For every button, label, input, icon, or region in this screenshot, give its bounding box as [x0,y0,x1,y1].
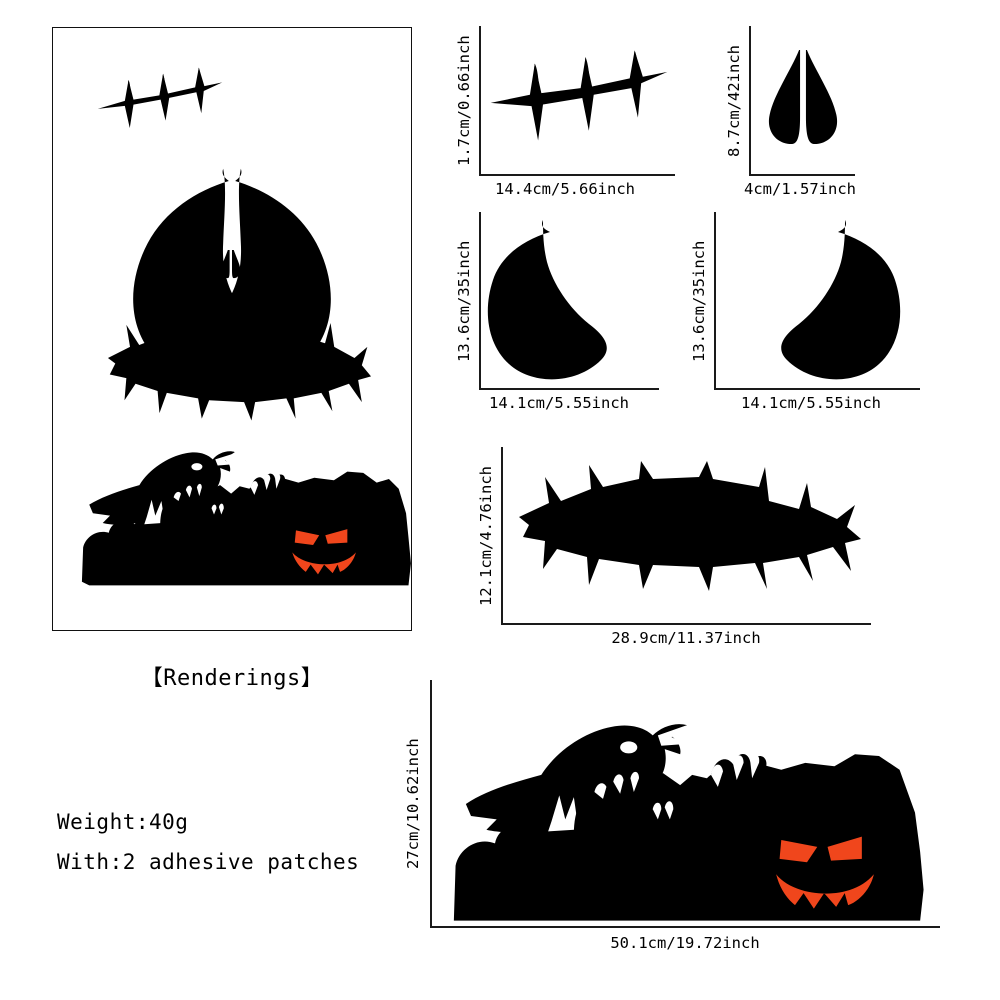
scar-icon [490,50,668,141]
left-eye-width-label: 14.1cm/5.55inch [489,394,629,412]
mouth-axis [501,447,871,625]
scene-height-label: 27cm/10.62inch [404,738,422,870]
part-diagram-mouth: 12.1cm/4.76inch 28.9cm/11.37inch [477,443,897,658]
scar-axis [479,26,675,176]
left-eye-height-label: 13.6cm/35inch [455,240,473,362]
spiked-mouth-icon [519,461,861,591]
part-diagram-nose: 8.7cm/42inch 4cm/1.57inch [725,18,875,208]
adhesive-patches-spec-text: With:2 adhesive patches [57,850,360,874]
left-eye-artwork [485,218,655,384]
part-diagram-graveyard-scene: 27cm/10.62inch [404,670,964,970]
right-eye-axis [714,212,920,390]
scar-artwork [489,32,669,164]
scene-artwork [438,684,936,924]
nose-axis [749,26,855,176]
teardrop-pair-icon [768,49,838,145]
preview-graveyard-scene [81,451,411,586]
left-eye-axis [479,212,659,390]
scene-axis [430,680,940,928]
renderings-preview-panel [52,27,412,631]
nose-height-label: 8.7cm/42inch [725,45,743,157]
mouth-height-label: 12.1cm/4.76inch [477,466,495,606]
right-eye-width-label: 14.1cm/5.55inch [741,394,881,412]
part-diagram-scar: 1.7cm/0.66inch 14.4cm/5.66inch [455,18,675,208]
part-diagram-right-eye: 13.6cm/35inch 14.1cm/5.55inch [690,208,925,423]
scar-height-label: 1.7cm/0.66inch [455,35,473,167]
preview-mouth-icon [107,310,372,421]
scene-width-label: 50.1cm/19.72inch [610,934,760,952]
nose-artwork [763,48,843,146]
renderings-artwork [81,67,411,586]
right-eye-icon [781,220,901,380]
right-eye-artwork [720,218,916,384]
weight-spec-text: Weight:40g [57,810,189,834]
renderings-caption: 【Renderings】 [140,666,324,691]
preview-nose-icon [221,250,241,279]
right-eye-height-label: 13.6cm/35inch [690,240,708,362]
nose-width-label: 4cm/1.57inch [744,180,856,198]
graveyard-scene-icon [453,724,924,921]
left-eye-icon [487,220,607,380]
mouth-width-label: 28.9cm/11.37inch [611,629,761,647]
part-diagram-left-eye: 13.6cm/35inch 14.1cm/5.55inch [455,208,665,423]
scar-width-label: 14.4cm/5.66inch [495,180,635,198]
mouth-artwork [511,461,865,611]
preview-scar-icon [97,67,223,129]
